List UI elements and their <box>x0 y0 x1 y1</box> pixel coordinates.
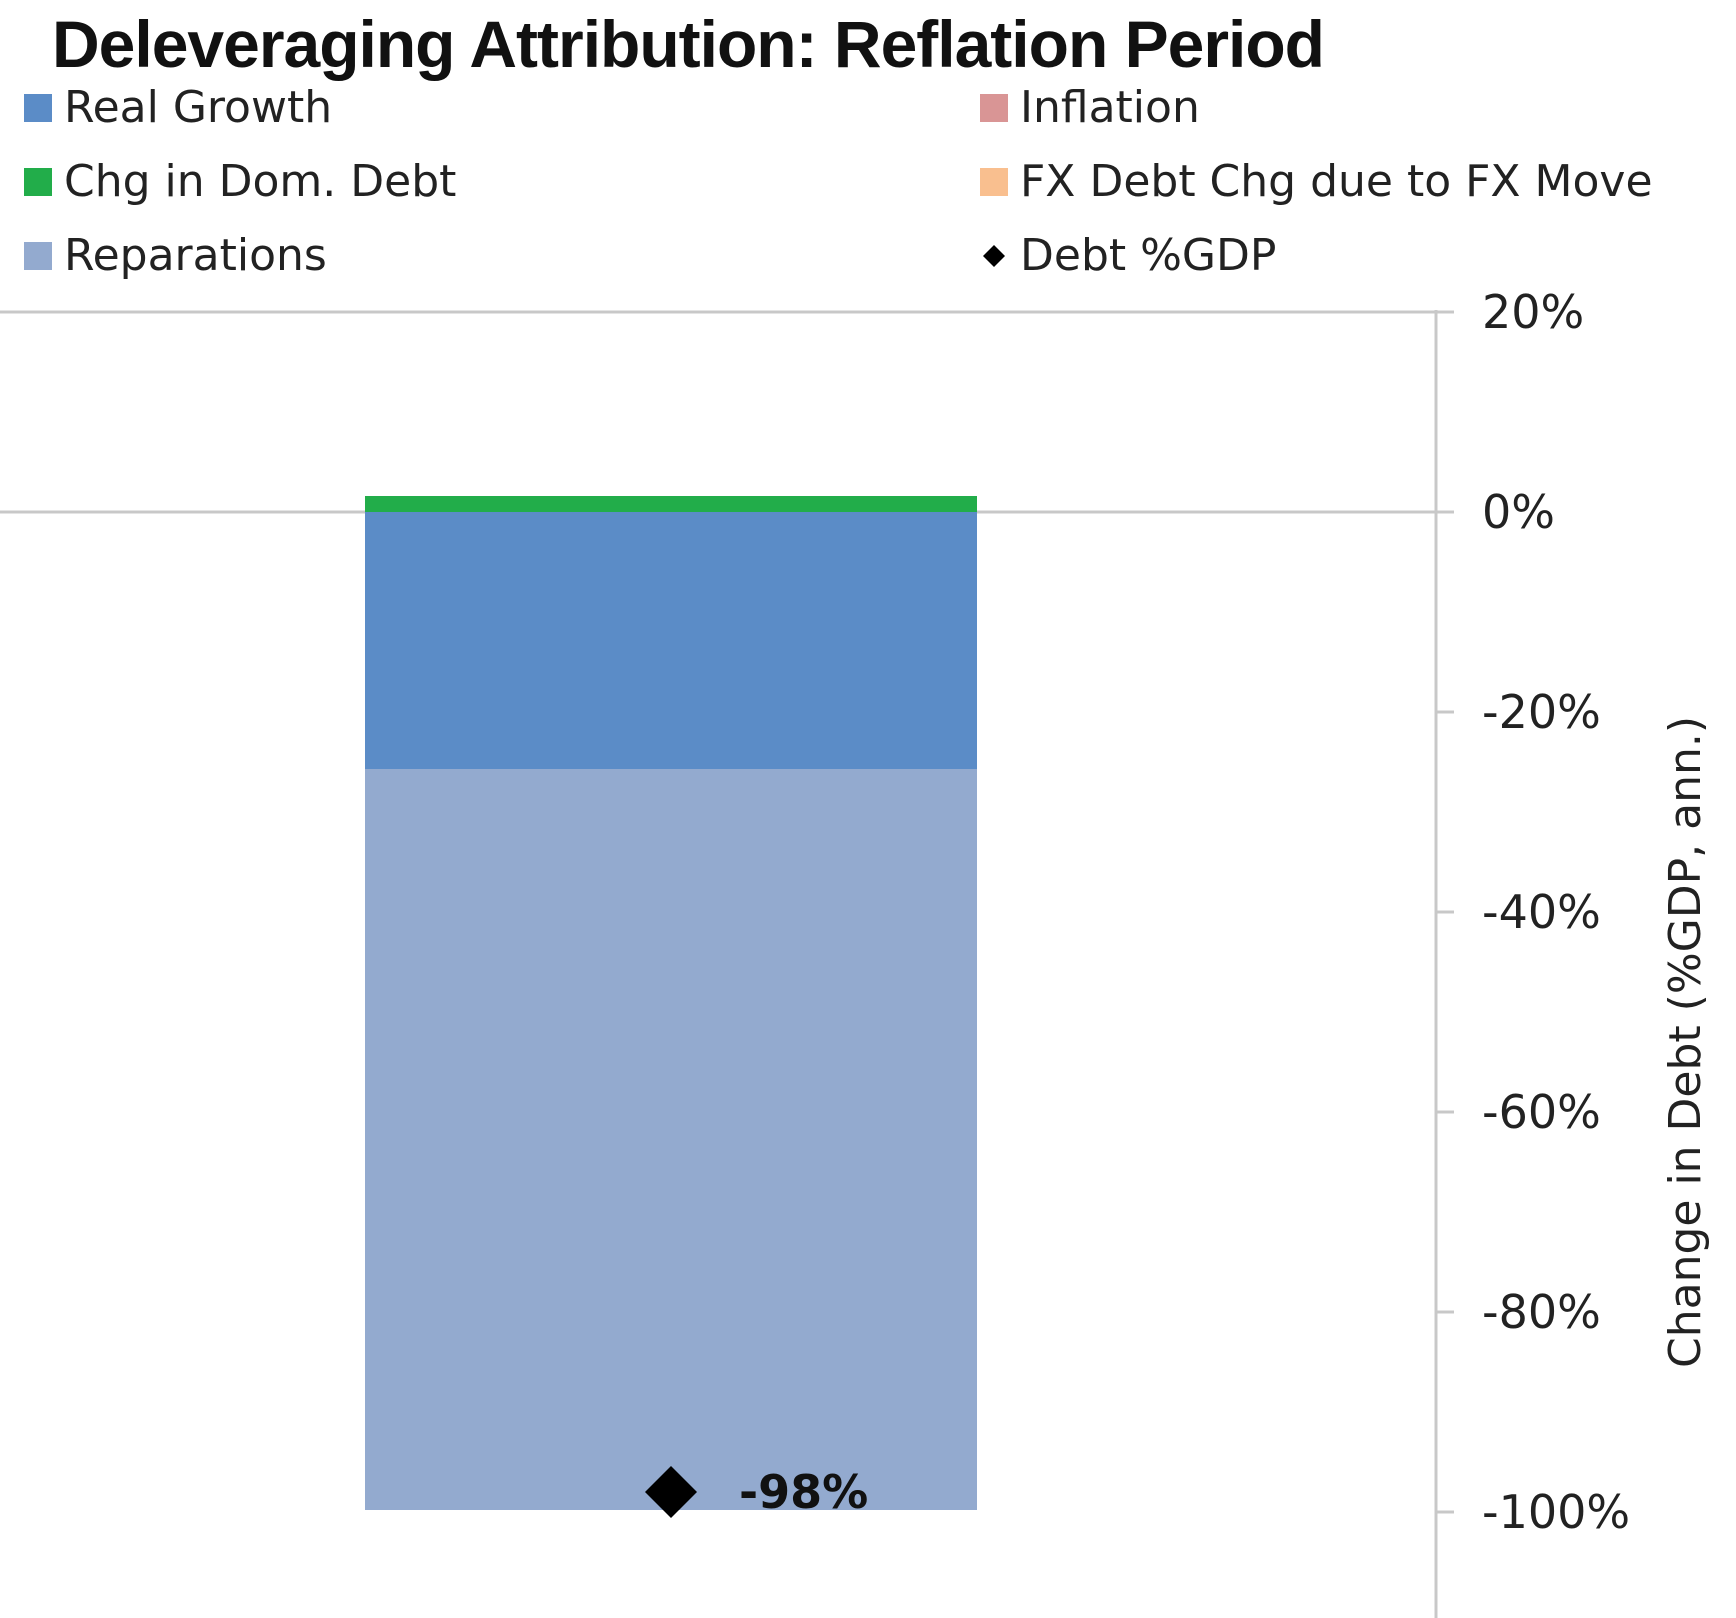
diamond-icon <box>980 242 1008 270</box>
y-tick-label: 0% <box>1482 485 1555 539</box>
legend-item-fx-debt: FX Debt Chg due to FX Move <box>980 156 1653 207</box>
legend-label-debt-gdp: Debt %GDP <box>1020 230 1277 281</box>
bar-chg-in-dom-debt <box>365 496 977 512</box>
y-axis-label: Change in Debt (%GDP, ann.) <box>1660 716 1711 1368</box>
y-tick-label: -100% <box>1482 1485 1630 1539</box>
legend-swatch-chg-dom-debt <box>24 167 52 196</box>
legend-swatch-reparations <box>24 241 52 270</box>
legend-label-real-growth: Real Growth <box>64 82 333 133</box>
bar-real-growth <box>365 512 977 769</box>
legend-item-chg-dom-debt: Chg in Dom. Debt <box>24 156 456 207</box>
y-tick-label: -80% <box>1482 1285 1601 1339</box>
y-tick-label: -40% <box>1482 885 1601 939</box>
legend-item-reparations: Reparations <box>24 230 327 281</box>
legend-item-debt-gdp: Debt %GDP <box>980 230 1276 281</box>
y-tick-label: -60% <box>1482 1085 1601 1139</box>
chart-title: Deleveraging Attribution: Reflation Peri… <box>52 7 1325 81</box>
debt-gdp-marker <box>645 1466 697 1518</box>
debt-gdp-data-label: -98% <box>739 1465 868 1519</box>
legend-swatch-fx-debt <box>980 167 1008 196</box>
legend-label-inflation: Inflation <box>1020 82 1200 133</box>
legend-item-real-growth: Real Growth <box>24 82 332 133</box>
bar-reparations <box>365 769 977 1510</box>
y-tick-label: -20% <box>1482 685 1601 739</box>
legend-label-chg-dom-debt: Chg in Dom. Debt <box>64 156 457 207</box>
legend-label-reparations: Reparations <box>64 230 327 281</box>
legend-label-fx-debt: FX Debt Chg due to FX Move <box>1020 156 1653 207</box>
legend-swatch-inflation <box>980 93 1008 122</box>
y-tick-label: 20% <box>1482 285 1584 339</box>
legend-item-inflation: Inflation <box>980 82 1200 133</box>
legend-swatch-real-growth <box>24 93 52 122</box>
